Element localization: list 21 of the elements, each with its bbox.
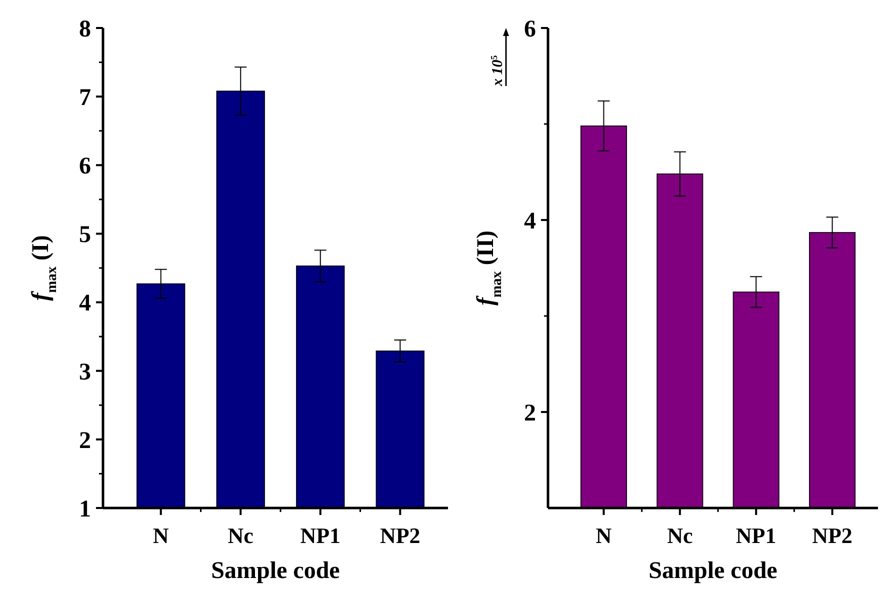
y-tick-label: 1 — [79, 496, 91, 522]
x-axis-title: Sample code — [211, 558, 340, 584]
y-tick-label: 4 — [79, 290, 91, 317]
y-tick-label: 2 — [79, 428, 91, 454]
x-tick-label: NP1 — [300, 523, 341, 548]
y-tick-label: 2 — [524, 400, 536, 426]
x-tick-label: Nc — [228, 523, 254, 548]
y-tick-label: 3 — [79, 359, 91, 386]
y-tick-label: 4 — [524, 208, 536, 234]
y-tick-label: 5 — [79, 222, 91, 248]
y-tick-label: 8 — [79, 16, 91, 42]
x-tick-label: NP2 — [812, 523, 852, 548]
x-tick-label: NP2 — [380, 523, 420, 548]
x-tick-label: Nc — [667, 523, 693, 548]
x-tick-label: N — [596, 523, 612, 548]
x-tick-label: N — [152, 523, 169, 548]
x-tick-label: NP1 — [736, 523, 776, 548]
y-tick-label: 6 — [524, 16, 536, 42]
y-tick-label: 6 — [79, 154, 91, 180]
y-tick-label: 7 — [79, 84, 91, 111]
x-axis-title: Sample code — [648, 558, 778, 584]
